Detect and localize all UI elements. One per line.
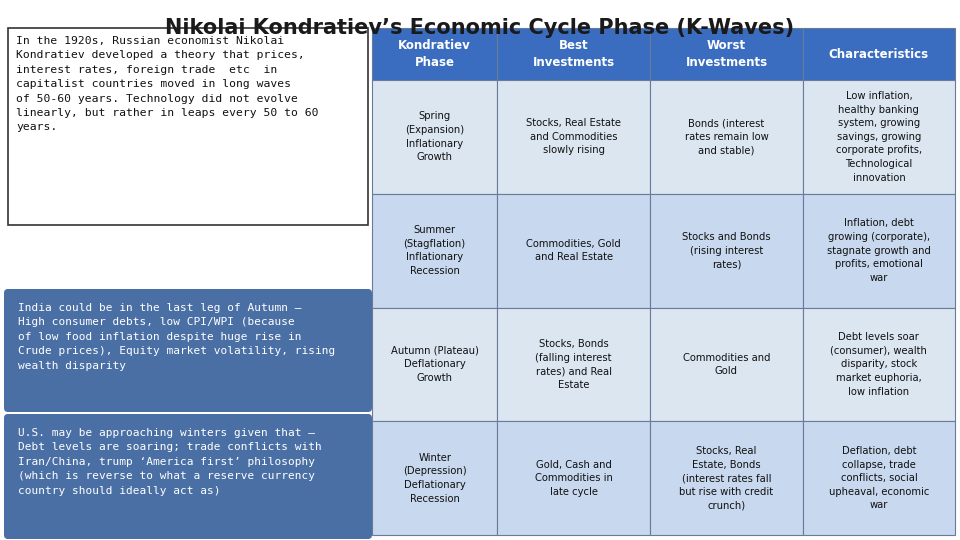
Text: Summer
(Stagflation)
Inflationary
Recession: Summer (Stagflation) Inflationary Recess…	[403, 225, 466, 276]
Bar	[803, 421, 955, 535]
Text: Gold, Cash and
Commodities in
late cycle: Gold, Cash and Commodities in late cycle	[535, 460, 612, 497]
Bar	[497, 28, 650, 80]
Text: In the 1920s, Russian economist Nikolai
Kondratiev developed a theory that price: In the 1920s, Russian economist Nikolai …	[16, 36, 319, 132]
Text: Stocks, Real
Estate, Bonds
(interest rates fall
but rise with credit
crunch): Stocks, Real Estate, Bonds (interest rat…	[680, 446, 774, 510]
Text: Best
Investments: Best Investments	[533, 39, 614, 69]
Bar	[803, 28, 955, 80]
Bar	[803, 194, 955, 307]
Text: Low inflation,
healthy banking
system, growing
savings, growing
corporate profit: Low inflation, healthy banking system, g…	[836, 91, 922, 183]
Bar	[497, 194, 650, 307]
Text: India could be in the last leg of Autumn –
High consumer debts, low CPI/WPI (bec: India could be in the last leg of Autumn…	[18, 303, 335, 370]
Text: Commodities, Gold
and Real Estate: Commodities, Gold and Real Estate	[526, 239, 621, 262]
Bar	[650, 194, 803, 307]
Text: Nikolai Kondratiev’s Economic Cycle Phase (K-Waves): Nikolai Kondratiev’s Economic Cycle Phas…	[165, 18, 795, 38]
Bar	[497, 421, 650, 535]
Bar	[803, 307, 955, 421]
Bar	[372, 307, 497, 421]
Bar	[497, 307, 650, 421]
Text: Spring
(Expansion)
Inflationary
Growth: Spring (Expansion) Inflationary Growth	[405, 111, 465, 163]
Text: Bonds (interest
rates remain low
and stable): Bonds (interest rates remain low and sta…	[684, 118, 768, 156]
Text: Deflation, debt
collapse, trade
conflicts, social
upheaval, economic
war: Deflation, debt collapse, trade conflict…	[828, 446, 929, 510]
Text: Stocks, Real Estate
and Commodities
slowly rising: Stocks, Real Estate and Commodities slow…	[526, 118, 621, 156]
Text: Autumn (Plateau)
Deflationary
Growth: Autumn (Plateau) Deflationary Growth	[391, 346, 479, 383]
Bar	[372, 28, 497, 80]
Text: Stocks and Bonds
(rising interest
rates): Stocks and Bonds (rising interest rates)	[683, 232, 771, 269]
Bar	[372, 80, 497, 194]
Text: Inflation, debt
growing (corporate),
stagnate growth and
profits, emotional
war: Inflation, debt growing (corporate), sta…	[827, 218, 931, 283]
Bar	[650, 28, 803, 80]
Text: Kondratiev
Phase: Kondratiev Phase	[398, 39, 471, 69]
FancyBboxPatch shape	[4, 289, 372, 412]
Bar	[650, 421, 803, 535]
Text: Characteristics: Characteristics	[828, 48, 929, 60]
Bar	[650, 307, 803, 421]
Text: Debt levels soar
(consumer), wealth
disparity, stock
market euphoria,
low inflat: Debt levels soar (consumer), wealth disp…	[830, 332, 927, 396]
Text: Stocks, Bonds
(falling interest
rates) and Real
Estate: Stocks, Bonds (falling interest rates) a…	[536, 339, 612, 390]
Bar	[372, 421, 497, 535]
Text: U.S. may be approaching winters given that –
Debt levels are soaring; trade conf: U.S. may be approaching winters given th…	[18, 428, 322, 496]
Bar	[372, 194, 497, 307]
FancyBboxPatch shape	[4, 414, 372, 539]
Bar	[8, 28, 368, 225]
Bar	[803, 80, 955, 194]
Text: Worst
Investments: Worst Investments	[685, 39, 768, 69]
Bar	[497, 80, 650, 194]
Text: Commodities and
Gold: Commodities and Gold	[683, 353, 770, 376]
Bar	[650, 80, 803, 194]
Text: Winter
(Depression)
Deflationary
Recession: Winter (Depression) Deflationary Recessi…	[403, 453, 467, 503]
